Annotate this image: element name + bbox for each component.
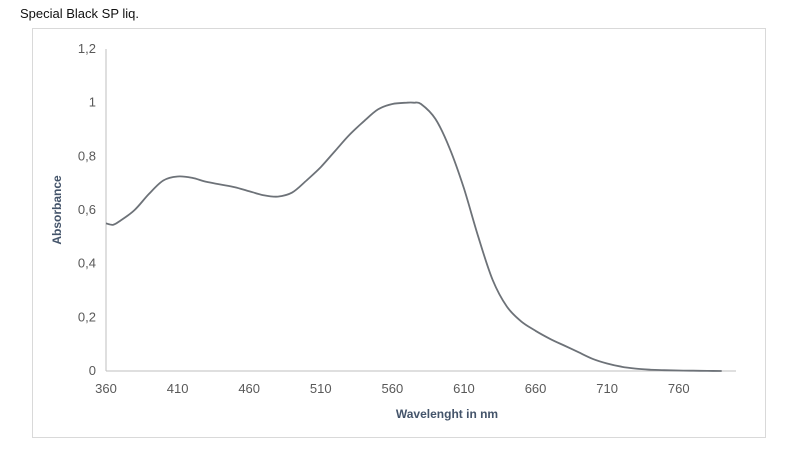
y-tick-label: 1,2 bbox=[78, 41, 96, 56]
y-tick-label: 0,2 bbox=[78, 309, 96, 324]
x-tick-label: 410 bbox=[167, 381, 189, 396]
x-tick-label: 760 bbox=[668, 381, 690, 396]
y-tick-label: 1 bbox=[89, 95, 96, 110]
y-tick-label: 0,4 bbox=[78, 256, 96, 271]
y-axis-title: Absorbance bbox=[50, 175, 64, 245]
x-tick-label: 660 bbox=[525, 381, 547, 396]
x-tick-label: 360 bbox=[95, 381, 117, 396]
x-tick-labels: 360 410 460 510 560 610 660 710 760 bbox=[95, 381, 689, 396]
x-tick-label: 510 bbox=[310, 381, 332, 396]
x-tick-label: 560 bbox=[382, 381, 404, 396]
chart-frame: 0 0,2 0,4 0,6 0,8 1 1,2 360 410 460 510 560 610 660 7… bbox=[32, 28, 766, 438]
absorbance-chart: 0 0,2 0,4 0,6 0,8 1 1,2 360 410 460 510 560 610 660 7… bbox=[50, 41, 736, 421]
x-tick-label: 610 bbox=[453, 381, 475, 396]
x-tick-label: 460 bbox=[238, 381, 260, 396]
absorbance-series-line bbox=[105, 101, 722, 372]
page-title: Special Black SP liq. bbox=[20, 6, 139, 21]
y-tick-label: 0,6 bbox=[78, 202, 96, 217]
x-tick-label: 710 bbox=[596, 381, 618, 396]
y-tick-label: 0,8 bbox=[78, 148, 96, 163]
x-axis-title: Wavelenght in nm bbox=[396, 407, 498, 421]
y-tick-labels: 0 0,2 0,4 0,6 0,8 1 1,2 bbox=[78, 41, 96, 378]
y-tick-label: 0 bbox=[89, 363, 96, 378]
